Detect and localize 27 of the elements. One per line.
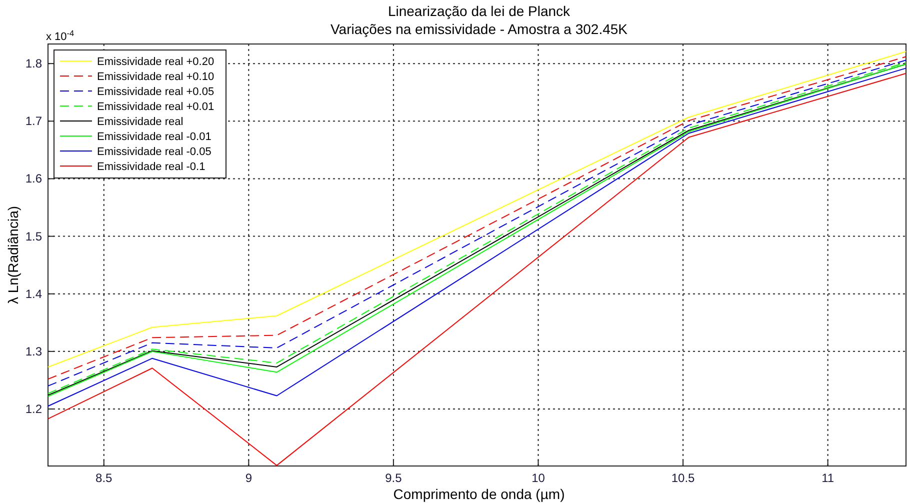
chart-title: Linearização da lei de Planck [388,3,572,19]
y-axis-title: λ Ln(Radiância) [5,206,21,304]
legend-label: Emissividade real -0.01 [97,131,212,143]
legend-label: Emissividade real +0.20 [97,56,214,68]
legend-label: Emissividade real +0.01 [97,101,214,113]
x-tick-label: 10.5 [671,471,696,485]
y-tick-label: 1.6 [25,172,42,186]
x-tick-label: 9 [245,471,252,485]
x-tick-label: 9.5 [385,471,402,485]
x-axis-title: Comprimento de onda (µm) [393,486,565,502]
legend-label: Emissividade real +0.05 [97,86,214,98]
y-tick-label: 1.7 [25,114,42,128]
y-tick-label: 1.3 [25,344,42,358]
y-tick-label: 1.2 [25,402,42,416]
text: x 10$^{-4}$ [46,28,75,43]
chart-subtitle: Variações na emissividade - Amostra a 302.45K [330,21,628,37]
y-tick-label: 1.5 [25,229,42,244]
legend-label: Emissividade real -0.05 [97,146,212,158]
y-tick-label: 1.8 [25,56,42,71]
legend-label: Emissividade real -0.1 [97,161,206,173]
legend-label: Emissividade real [97,116,184,128]
x-tick-label: 10 [532,471,546,485]
x-tick-label: 8.5 [96,471,113,485]
x-tick-label: 11 [822,471,834,485]
line-series [48,72,906,466]
legend-label: Emissividade real +0.10 [97,71,214,83]
y-tick-label: 1.4 [25,286,42,301]
